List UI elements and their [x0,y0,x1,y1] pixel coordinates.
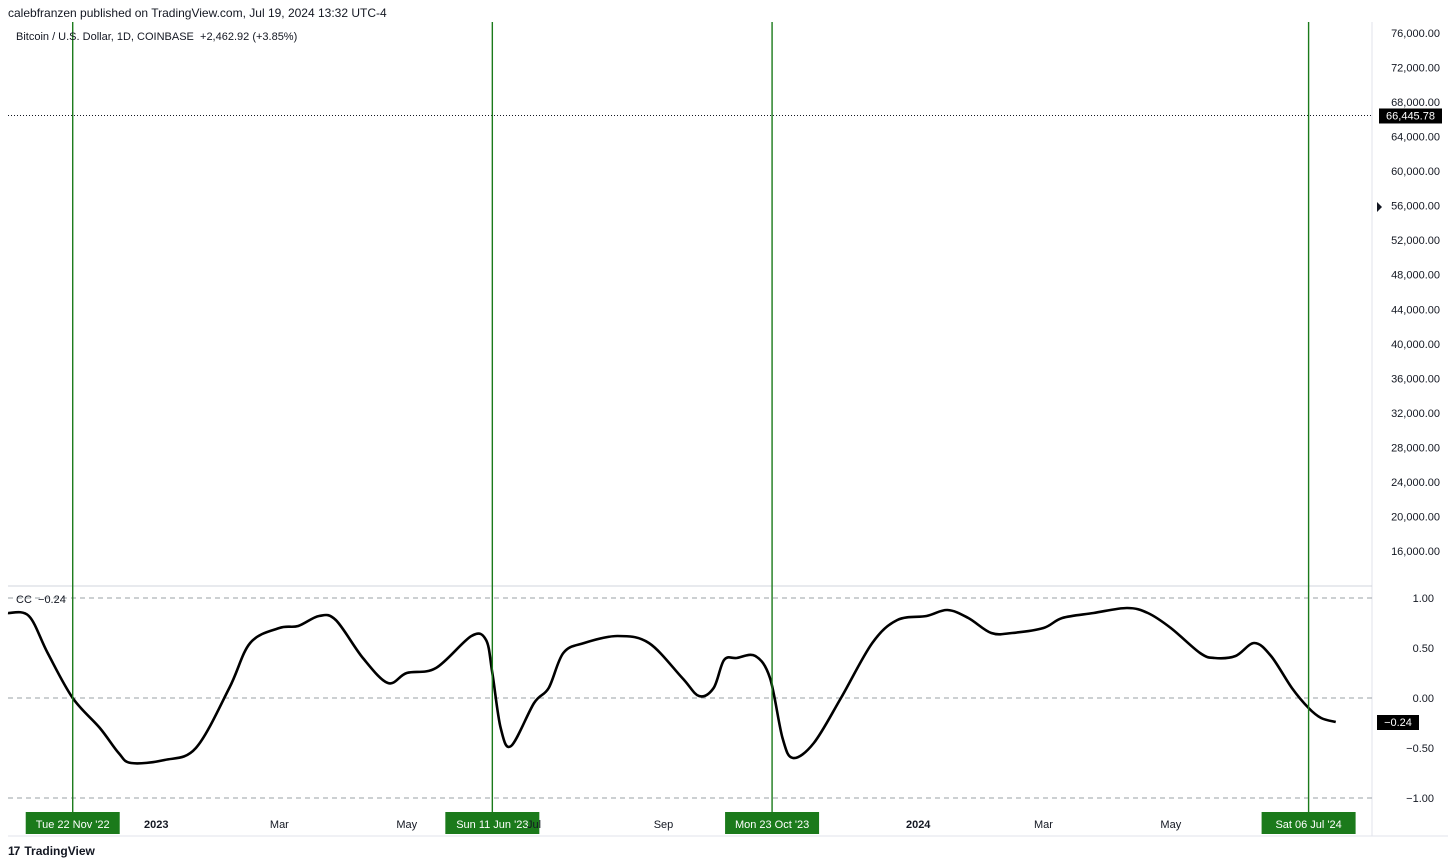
date-marker-badge [25,812,120,834]
tradingview-brand[interactable]: 17 TradingView [8,844,95,858]
brand-name: TradingView [24,844,95,858]
price-tick-label: 28,000.00 [1391,442,1440,454]
date-marker-lines: Tue 22 Nov '22 Sun 11 Jun '23 Mon 23 Oct '… [25,22,1356,834]
cc-tick-label: 0.00 [1413,693,1434,705]
cc-axis-ticks: 1.00 0.50 0.00 −0.50 −1.00 [8,593,1434,805]
symbol-title: Bitcoin / U.S. Dollar, 1D, COINBASE [16,31,194,43]
price-tick-label: 24,000.00 [1391,477,1440,489]
last-price-marker: 66,445.78 [8,108,1442,124]
price-tick-label: 60,000.00 [1391,166,1440,178]
time-tick-label: Mar [270,819,289,831]
price-tick-label: 48,000.00 [1391,270,1440,282]
cc-value-label: −0.24 [1384,717,1412,729]
cc-tick-label: 0.50 [1413,643,1434,655]
price-tick-label: 56,000.00 [1391,201,1440,213]
last-price-badge [1379,108,1442,124]
axis-pointer-icon [1377,202,1382,212]
date-marker[interactable]: Sun 11 Jun '23 [445,22,540,834]
price-tick-label: 64,000.00 [1391,132,1440,144]
price-tick-label: 32,000.00 [1391,408,1440,420]
date-marker[interactable]: Mon 23 Oct '23 [725,22,820,834]
cc-tick-label: −1.00 [1406,793,1434,805]
cc-line [7,606,1337,765]
price-tick-label: 52,000.00 [1391,235,1440,247]
date-marker-badge [725,812,820,834]
last-price-label: 66,445.78 [1386,110,1435,122]
cc-value-badge [1377,715,1419,730]
price-tick-label: 76,000.00 [1391,28,1440,40]
tradingview-logo-icon: 17 [8,844,20,858]
cc-tick-label: 1.00 [1413,593,1434,605]
time-tick-label: 2024 [906,819,931,831]
price-tick-label: 68,000.00 [1391,97,1440,109]
price-tick-label: 40,000.00 [1391,339,1440,351]
publish-info: calebfranzen published on TradingView.co… [8,6,387,20]
date-marker[interactable]: Sat 06 Jul '24 [1261,22,1356,834]
price-axis-ticks: 16,000.00 20,000.00 24,000.00 28,000.00 32,0… [1377,28,1440,558]
price-tick-label: 16,000.00 [1391,546,1440,558]
date-marker-badge [1261,812,1356,834]
price-tick-label: 44,000.00 [1391,304,1440,316]
cc-value: −0.24 [38,594,66,606]
price-tick-label: 20,000.00 [1391,511,1440,523]
time-tick-label: May [396,819,417,831]
time-tick-label: 2023 [144,819,168,831]
time-tick-label: Mar [1034,819,1053,831]
date-marker-label: Tue 22 Nov '22 [36,819,110,831]
time-tick-label: Jul [527,819,541,831]
price-tick-label: 36,000.00 [1391,373,1440,385]
price-tick-label: 72,000.00 [1391,63,1440,75]
cc-tick-label: −0.50 [1406,743,1434,755]
date-marker-badge [445,812,540,834]
date-marker-label: Mon 23 Oct '23 [735,819,809,831]
symbol-change: +2,462.92 (+3.85%) [200,31,298,43]
date-marker-label: Sun 11 Jun '23 [456,819,528,831]
symbol-legend: Bitcoin / U.S. Dollar, 1D, COINBASE +2,4… [16,31,297,43]
date-marker-label: Sat 06 Jul '24 [1275,819,1341,831]
cc-indicator-series: −0.24 [7,606,1419,765]
date-marker[interactable]: Tue 22 Nov '22 [25,22,120,834]
time-tick-label: Sep [654,819,674,831]
time-tick-label: May [1160,819,1181,831]
cc-legend: CC −0.24 [16,594,66,606]
time-axis-ticks: 2023 Mar May Jul Sep 2024 Mar May [144,819,1182,831]
cc-name: CC [16,594,32,606]
